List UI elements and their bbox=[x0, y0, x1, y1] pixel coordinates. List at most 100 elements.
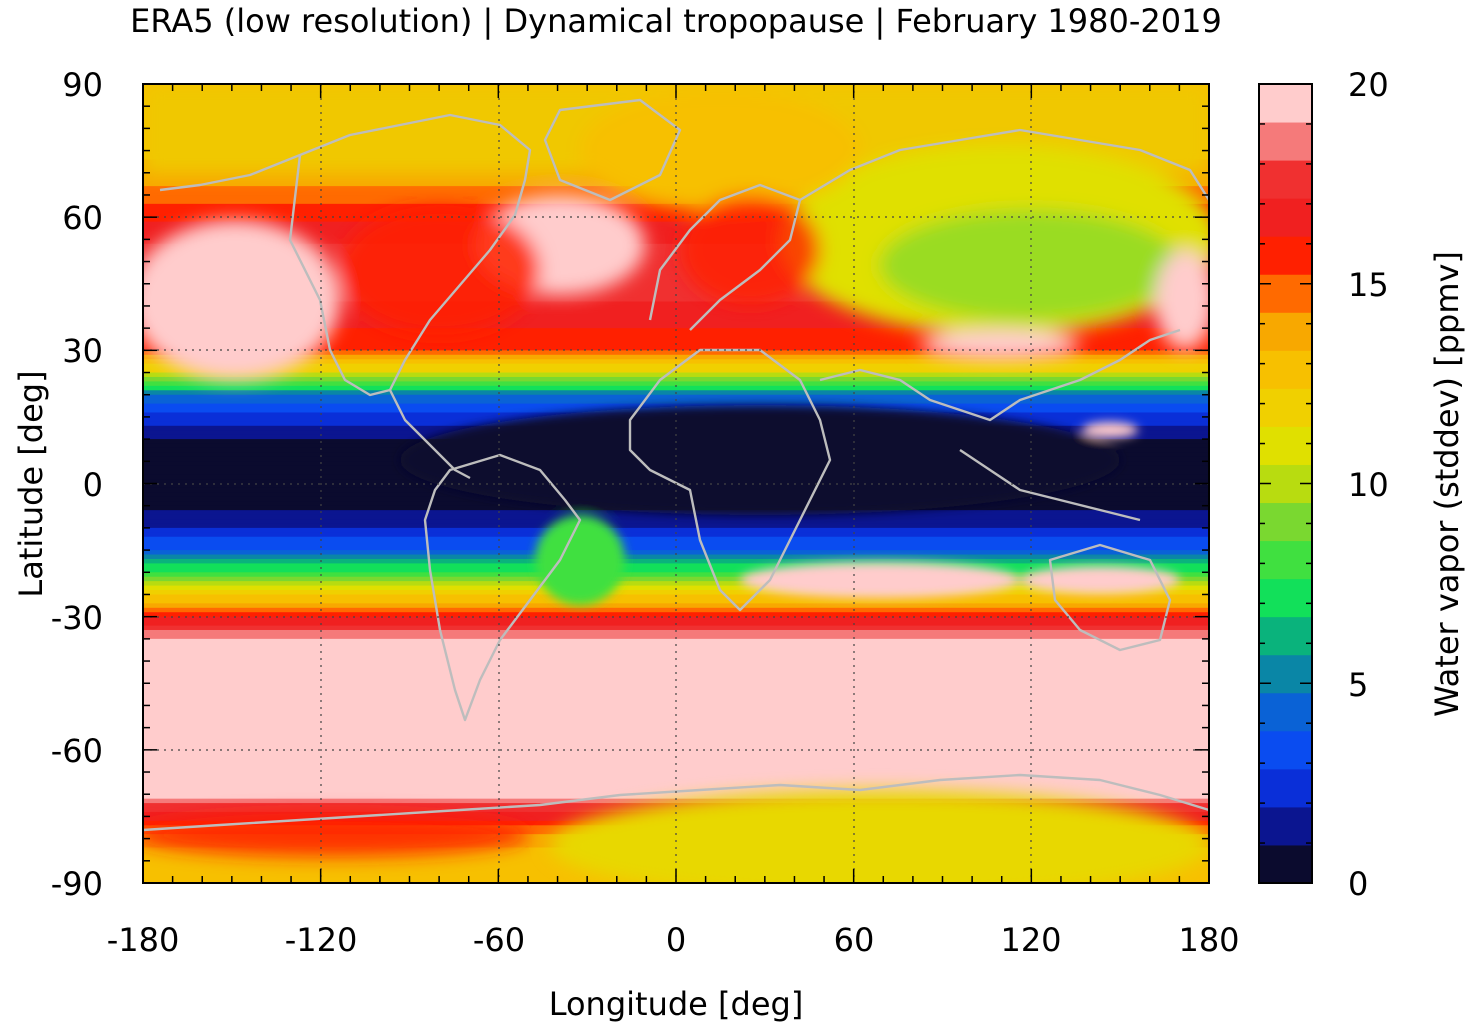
zonal-band bbox=[143, 758, 1209, 764]
zonal-band bbox=[143, 248, 1209, 254]
x-tick-label: -120 bbox=[285, 921, 358, 959]
zonal-band bbox=[143, 230, 1209, 236]
zonal-band bbox=[143, 576, 1209, 582]
zonal-band bbox=[143, 683, 1209, 689]
zonal-band bbox=[143, 399, 1209, 405]
x-tick-label: 120 bbox=[1000, 921, 1061, 959]
colorbar-step bbox=[1259, 84, 1312, 123]
zonal-band bbox=[143, 727, 1209, 733]
zonal-band bbox=[143, 598, 1209, 604]
grid bbox=[143, 84, 1209, 883]
colorbar-step bbox=[1259, 654, 1312, 694]
zonal-band bbox=[143, 581, 1209, 587]
colorbar-label: Water vapor (stddev) [ppmv] bbox=[1428, 251, 1466, 717]
zonal-band bbox=[143, 798, 1209, 804]
zonal-band bbox=[143, 270, 1209, 276]
zonal-band bbox=[143, 545, 1209, 551]
zonal-band bbox=[143, 345, 1209, 351]
zonal-band bbox=[143, 288, 1209, 294]
zonal-band bbox=[143, 261, 1209, 267]
y-axis-label: Latitude [deg] bbox=[12, 370, 50, 597]
colorbar-step bbox=[1259, 692, 1312, 732]
map-field bbox=[143, 84, 1209, 883]
zonal-band bbox=[143, 794, 1209, 800]
zonal-band bbox=[143, 274, 1209, 280]
zonal-band bbox=[143, 736, 1209, 742]
chart-title: ERA5 (low resolution) | Dynamical tropop… bbox=[130, 2, 1222, 40]
zonal-band bbox=[143, 226, 1209, 232]
zonal-band bbox=[143, 314, 1209, 320]
zonal-band bbox=[143, 541, 1209, 547]
zonal-band bbox=[143, 674, 1209, 680]
zonal-band bbox=[143, 532, 1209, 538]
y-tick-label: -90 bbox=[51, 865, 103, 903]
colorbar-step bbox=[1259, 388, 1312, 427]
colorbar-step bbox=[1259, 312, 1312, 351]
colorbar: 0 5 10 15 20 Water vapor (stddev) [ppmv] bbox=[1258, 66, 1466, 903]
zonal-band bbox=[143, 350, 1209, 356]
colorbar-tick-label: 10 bbox=[1348, 466, 1389, 504]
zonal-band bbox=[143, 647, 1209, 653]
zonal-band bbox=[143, 745, 1209, 751]
colorbar-step bbox=[1259, 578, 1312, 618]
zonal-band bbox=[143, 385, 1209, 391]
zonal-band bbox=[143, 337, 1209, 343]
zonal-band bbox=[143, 519, 1209, 525]
zonal-band bbox=[143, 394, 1209, 400]
colorbar-tick-labels: 0 5 10 15 20 bbox=[1348, 66, 1389, 903]
y-tick-label: -60 bbox=[51, 732, 103, 770]
zonal-band bbox=[143, 265, 1209, 272]
zonal-band bbox=[143, 678, 1209, 684]
zonal-band bbox=[143, 612, 1209, 618]
zonal-band bbox=[143, 323, 1209, 329]
zonal-band bbox=[143, 563, 1209, 569]
y-tick-label: 90 bbox=[62, 66, 103, 104]
colorbar-step bbox=[1259, 616, 1312, 656]
y-tick-label: -30 bbox=[51, 599, 103, 637]
colorbar-tick-label: 15 bbox=[1348, 266, 1389, 304]
zonal-band bbox=[143, 283, 1209, 289]
colorbar-step bbox=[1259, 730, 1312, 770]
zonal-band bbox=[143, 234, 1209, 240]
zonal-band bbox=[143, 638, 1209, 644]
zonal-band bbox=[143, 763, 1209, 769]
colorbar-step bbox=[1259, 426, 1312, 465]
x-tick-label: 60 bbox=[834, 921, 875, 959]
zonal-band bbox=[143, 665, 1209, 671]
zonal-band bbox=[143, 372, 1209, 378]
zonal-band bbox=[143, 661, 1209, 667]
colorbar-step bbox=[1259, 502, 1312, 542]
zonal-band bbox=[143, 319, 1209, 325]
zonal-band bbox=[143, 603, 1209, 609]
colorbar-ticks bbox=[1259, 83, 1312, 884]
zonal-band bbox=[143, 567, 1209, 573]
zonal-band bbox=[143, 732, 1209, 738]
zonal-band bbox=[143, 301, 1209, 307]
colorbar-step bbox=[1259, 236, 1312, 275]
zonal-band bbox=[143, 550, 1209, 556]
zonal-band bbox=[143, 785, 1209, 791]
x-tick-label: -180 bbox=[107, 921, 180, 959]
zonal-band bbox=[143, 239, 1209, 245]
zonal-band bbox=[143, 749, 1209, 755]
colorbar-step bbox=[1259, 160, 1312, 199]
colorbar-step bbox=[1259, 768, 1312, 808]
zonal-band bbox=[143, 381, 1209, 387]
zonal-band bbox=[143, 368, 1209, 374]
zonal-band bbox=[143, 212, 1209, 218]
zonal-band bbox=[143, 780, 1209, 786]
colorbar-step bbox=[1259, 806, 1312, 846]
colorbar-tick-label: 0 bbox=[1348, 865, 1368, 903]
colorbar-tick-label: 5 bbox=[1348, 666, 1368, 704]
zonal-band bbox=[143, 252, 1209, 258]
colorbar-step bbox=[1259, 540, 1312, 580]
zonal-band bbox=[143, 687, 1209, 693]
zonal-band bbox=[143, 590, 1209, 596]
colorbar-step bbox=[1259, 274, 1312, 313]
zonal-band bbox=[143, 629, 1209, 636]
x-axis-label: Longitude [deg] bbox=[549, 985, 804, 1023]
colorbar-step bbox=[1259, 122, 1312, 161]
zonal-band bbox=[143, 772, 1209, 778]
zonal-band bbox=[143, 359, 1209, 365]
